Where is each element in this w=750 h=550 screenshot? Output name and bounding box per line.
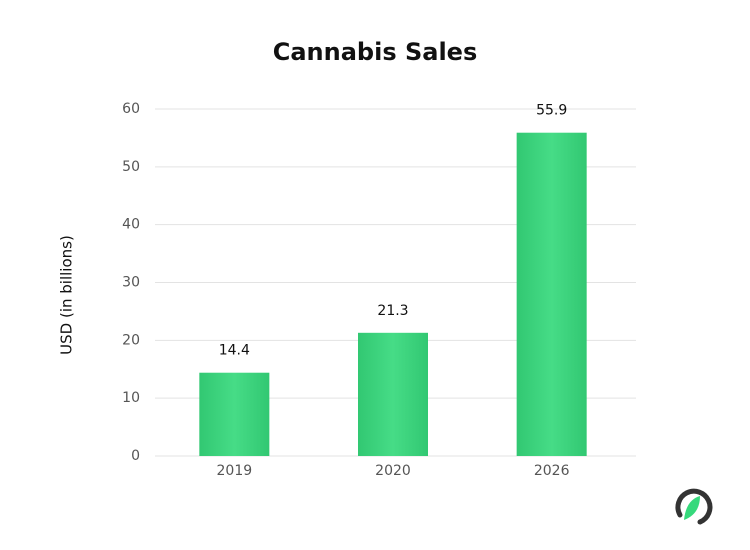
bar [199, 372, 270, 456]
y-tick-label: 30 [122, 275, 140, 291]
y-tick-label: 40 [122, 217, 140, 233]
y-tick-label: 20 [122, 332, 140, 348]
x-tick-label: 2020 [375, 463, 411, 479]
y-tick-label: 0 [131, 448, 140, 464]
y-tick-label: 50 [122, 159, 140, 175]
x-tick-label: 2019 [217, 463, 253, 479]
logo [675, 488, 713, 525]
x-tick-label: 2026 [534, 463, 570, 479]
y-tick-label: 60 [122, 101, 140, 117]
bar [358, 332, 428, 456]
bar [516, 132, 587, 456]
data-label: 55.9 [536, 103, 567, 119]
chart-title: Cannabis Sales [273, 38, 478, 66]
data-label: 14.4 [219, 343, 250, 359]
y-axis-label: USD (in billions) [58, 235, 76, 355]
data-label: 21.3 [377, 303, 408, 319]
y-tick-label: 10 [122, 390, 140, 406]
